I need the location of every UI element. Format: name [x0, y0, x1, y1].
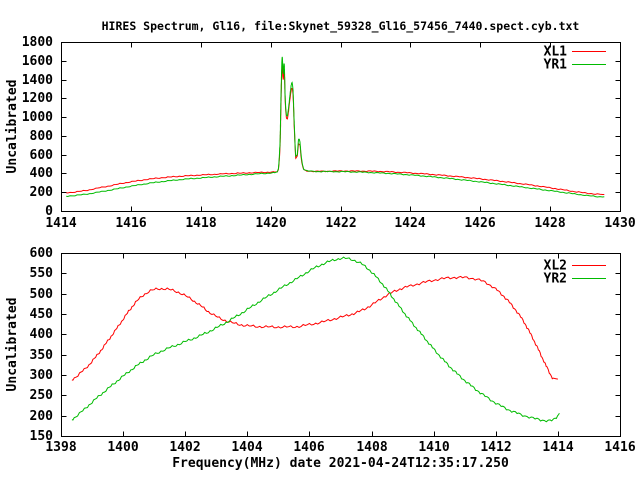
x-axis-label: Frequency(MHz) date 2021-04-24T12:35:17.…	[172, 456, 509, 471]
top-spectrum-chart: 1414 1416 1418 1420 1422 1424 1426 1428 1430 0 200…	[5, 35, 636, 231]
y-axis-label: Uncalibrated	[5, 298, 20, 392]
x-tick-label: 1414	[45, 216, 76, 231]
y-tick-label: 1800	[22, 35, 53, 50]
chart-title: HIRES Spectrum, Gl16, file:Skynet_59328_…	[101, 19, 580, 33]
x-tick-label: 1422	[325, 216, 356, 231]
y-tick-label: 1200	[22, 91, 53, 106]
bottom-spectrum-chart: 1398 1400 1402 1404 1406 1408 1410 1412 1414 1416…	[5, 246, 636, 471]
y-tick-label: 400	[30, 327, 54, 342]
x-tick-label: 1404	[231, 440, 262, 455]
y-tick-label: 1000	[22, 110, 53, 125]
x-tick-label: 1418	[185, 216, 216, 231]
legend-label-YR2: YR2	[544, 272, 567, 287]
x-tick-label: 1402	[169, 440, 200, 455]
legend-label-YR1: YR1	[544, 58, 568, 73]
x-tick-label: 1414	[542, 440, 573, 455]
y-tick-label: 200	[30, 409, 54, 424]
y-tick-label: 500	[30, 287, 54, 302]
y-axis-label: Uncalibrated	[5, 80, 20, 174]
x-tick-label: 1398	[45, 440, 76, 455]
x-tick-label: 1412	[480, 440, 511, 455]
axes-frame	[61, 253, 621, 437]
x-tick-label: 1426	[464, 216, 495, 231]
y-tick-label: 200	[30, 185, 54, 200]
x-tick-label: 1430	[604, 216, 635, 231]
y-tick-label: 0	[45, 204, 53, 219]
x-tick-label: 1428	[534, 216, 565, 231]
x-tick-label: 1420	[255, 216, 286, 231]
axes-frame	[61, 42, 621, 212]
series-line-YR2	[71, 256, 560, 423]
y-tick-label: 600	[30, 246, 54, 261]
x-tick-label: 1416	[604, 440, 635, 455]
series-line-XL1	[66, 62, 605, 195]
y-tick-label: 600	[30, 148, 54, 163]
series-line-YR1	[66, 56, 605, 198]
x-tick-label: 1416	[115, 216, 146, 231]
x-tick-label: 1400	[107, 440, 138, 455]
legend-label-XL2: XL2	[544, 259, 567, 274]
y-tick-label: 350	[30, 348, 54, 363]
y-tick-label: 1600	[22, 54, 53, 69]
series-line-XL2	[71, 275, 558, 381]
y-tick-label: 450	[30, 307, 54, 322]
y-tick-label: 300	[30, 368, 54, 383]
legend-label-XL1: XL1	[544, 45, 568, 60]
x-tick-label: 1406	[293, 440, 324, 455]
y-tick-label: 1400	[22, 73, 53, 88]
x-tick-label: 1424	[394, 216, 425, 231]
y-tick-label: 150	[30, 429, 54, 444]
y-tick-label: 550	[30, 266, 54, 281]
y-tick-label: 400	[30, 166, 54, 181]
x-tick-label: 1410	[418, 440, 449, 455]
x-tick-label: 1408	[356, 440, 387, 455]
y-tick-label: 250	[30, 388, 54, 403]
y-tick-label: 800	[30, 129, 54, 144]
